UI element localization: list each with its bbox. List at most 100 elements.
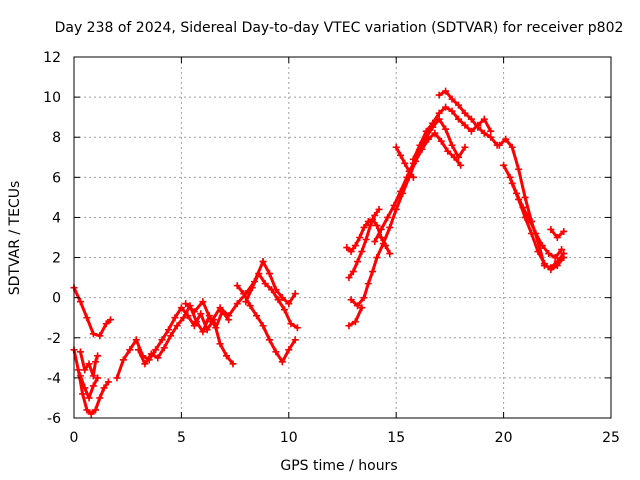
data-point: [444, 147, 452, 155]
data-point: [76, 348, 84, 356]
data-point: [474, 123, 482, 131]
data-point: [147, 350, 155, 358]
data-point: [540, 260, 548, 268]
plot-frame: [73, 56, 612, 419]
data-point: [91, 406, 99, 414]
x-tick-label: 25: [602, 430, 620, 446]
data-point: [76, 372, 84, 380]
data-point: [197, 310, 205, 318]
data-point: [79, 390, 87, 398]
data-point: [272, 286, 280, 294]
data-point: [448, 141, 456, 149]
data-point: [173, 322, 181, 330]
data-point: [448, 107, 456, 115]
data-point: [83, 314, 91, 322]
data-point: [259, 322, 267, 330]
data-point: [553, 234, 561, 241]
data-point: [354, 258, 362, 266]
data-point: [107, 316, 115, 324]
data-point: [171, 314, 179, 322]
data-point: [396, 187, 404, 195]
data-point: [278, 294, 286, 302]
data-point: [141, 360, 149, 368]
data-point: [233, 300, 241, 308]
data-point: [379, 240, 387, 248]
data-point: [500, 161, 508, 169]
data-point: [154, 354, 162, 362]
series-line: [261, 260, 297, 306]
x-tick-label: 5: [177, 430, 186, 446]
data-point: [429, 119, 437, 127]
data-point: [508, 179, 516, 187]
data-point: [547, 225, 555, 233]
series-line: [411, 105, 493, 161]
data-point: [521, 213, 529, 221]
data-point: [132, 336, 140, 344]
data-point: [416, 141, 424, 149]
data-point: [94, 374, 102, 382]
data-point: [371, 211, 379, 219]
data-point: [248, 284, 256, 292]
data-point: [467, 127, 475, 135]
data-point: [274, 296, 282, 304]
data-point: [495, 141, 503, 149]
series-arc-j: [259, 258, 299, 308]
data-point: [403, 173, 411, 181]
data-point: [487, 127, 495, 135]
data-point: [89, 382, 97, 390]
data-point: [467, 115, 475, 123]
data-point: [225, 312, 233, 320]
y-tick-label: 4: [52, 210, 61, 226]
data-point: [386, 223, 394, 231]
x-tick-labels: 0 5 10 15 20 25: [70, 430, 620, 446]
y-tick-label: 8: [52, 130, 61, 146]
data-point: [422, 127, 430, 135]
data-point: [409, 173, 417, 181]
data-point: [265, 270, 273, 278]
data-point: [384, 213, 392, 221]
data-point: [278, 358, 286, 366]
data-point: [152, 346, 160, 354]
data-point: [502, 135, 510, 143]
data-point: [528, 229, 536, 237]
data-point: [265, 336, 273, 344]
data-point: [354, 302, 362, 310]
data-point: [347, 248, 355, 256]
data-point: [454, 101, 462, 109]
series-arc-u: [508, 179, 568, 274]
data-point: [113, 374, 121, 382]
x-tick-label: 10: [280, 430, 298, 446]
data-point: [160, 344, 168, 352]
data-point: [291, 290, 299, 298]
data-point: [553, 262, 561, 270]
data-point: [246, 302, 254, 310]
data-point: [216, 304, 224, 312]
data-point: [134, 346, 142, 354]
data-point: [480, 129, 488, 137]
data-point: [216, 340, 224, 348]
data-point: [85, 360, 93, 368]
data-point: [74, 366, 82, 374]
data-point: [515, 195, 523, 203]
data-point: [345, 274, 353, 282]
data-point: [192, 318, 200, 326]
data-point: [442, 125, 450, 133]
data-point: [366, 221, 374, 229]
data-point: [180, 314, 188, 322]
data-point: [401, 159, 409, 167]
data-point: [435, 109, 443, 117]
data-point: [373, 254, 381, 262]
data-point: [240, 290, 248, 298]
data-point: [461, 109, 469, 117]
series-arc-i: [242, 270, 301, 332]
data-point: [442, 87, 450, 95]
data-point: [364, 280, 372, 288]
x-axis-title: GPS time / hours: [280, 458, 397, 474]
data-point: [373, 221, 381, 229]
data-point: [396, 151, 404, 159]
data-point: [233, 282, 241, 290]
data-point: [285, 346, 293, 354]
x-tick-label: 15: [387, 430, 405, 446]
data-point: [102, 320, 110, 328]
data-point: [100, 384, 108, 392]
